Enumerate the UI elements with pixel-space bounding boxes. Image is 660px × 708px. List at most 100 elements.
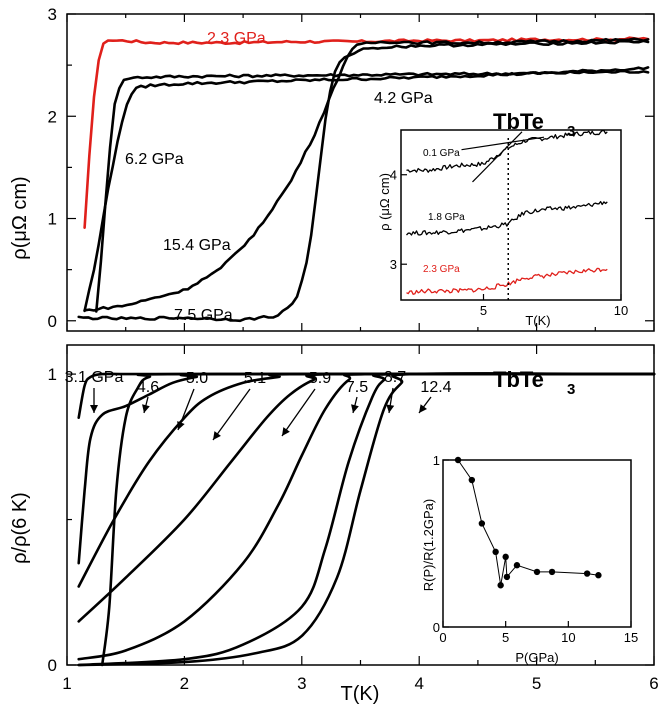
bottom-inset-curves <box>454 456 602 589</box>
top-inset-ylabel: ρ (μΩ cm) <box>377 173 392 231</box>
bottom-xtick-label: 5 <box>532 674 541 693</box>
bottom-arrow-head <box>351 404 359 413</box>
top-frame <box>66 13 655 332</box>
top-inset-series-1.8-GPa <box>406 200 608 236</box>
bottom-series-5.1-GPa <box>77 372 656 588</box>
top-inset-frame <box>400 129 622 301</box>
top-inset-label-0.1: 0.1 GPa <box>423 148 460 159</box>
top-inset-guide-line <box>461 136 545 151</box>
bottom-arrow-head <box>177 421 185 430</box>
top-panel: 0 1 2 3 ρ(μΩ cm) 2.3 GPa 4.2 GPa 6.2 GPa 15… <box>9 5 655 332</box>
bottom-inset-xtick-label: 10 <box>561 630 575 645</box>
bottom-series-7.5-GPa <box>77 372 656 661</box>
bottom-arrows: 3.1 GPa 4.6 5.0 5.1 5.9 7.5 8.7 12.4 <box>65 369 452 441</box>
bottom-ylabel: ρ/ρ(6 K) <box>9 492 31 564</box>
top-inset-ytick-label: 4 <box>390 168 397 183</box>
bottom-arrow-head <box>90 405 98 413</box>
top-label-15.4: 15.4 GPa <box>163 237 231 254</box>
bottom-arrow-label: 8.7 <box>384 369 406 386</box>
top-inset-guide-line <box>472 131 523 183</box>
bottom-arrow-line <box>212 388 251 441</box>
bottom-inset-point <box>503 573 511 581</box>
bottom-arrow-label: 3.1 GPa <box>65 369 124 386</box>
top-inset-ticks: 5 10 3 4 <box>390 168 628 318</box>
top-title-sub: 3 <box>567 123 575 140</box>
bottom-arrow-label: 7.5 <box>346 379 368 396</box>
bottom-inset-xtick-label: 0 <box>439 630 446 645</box>
bottom-inset-xtick-label: 5 <box>502 630 509 645</box>
bottom-arrow-label: 5.0 <box>186 370 208 387</box>
top-ylabel: ρ(μΩ cm) <box>9 176 31 259</box>
bottom-title: TbTe <box>493 367 544 392</box>
top-label-7.5: 7.5 GPa <box>174 307 233 324</box>
top-ytick-label: 0 <box>48 312 57 331</box>
top-label-2.3: 2.3 GPa <box>207 30 266 47</box>
bottom-inset-line <box>457 459 599 586</box>
top-series-2.3-GPa <box>83 36 650 229</box>
bottom-inset-point <box>533 568 541 576</box>
top-series-6.2-GPa <box>83 66 650 313</box>
bottom-arrow-head <box>142 404 150 413</box>
top-inset-curves <box>406 129 608 300</box>
bottom-series-8.7-GPa <box>77 372 656 667</box>
top-label-6.2: 6.2 GPa <box>125 151 184 168</box>
top-ytick-label: 3 <box>48 5 57 24</box>
bottom-arrow-label: 4.6 <box>137 379 159 396</box>
top-inset-label-1.8: 1.8 GPa <box>428 212 465 223</box>
bottom-inset-point <box>497 582 504 589</box>
bottom-arrow-label: 5.9 <box>309 370 331 387</box>
bottom-curves <box>77 372 656 667</box>
top-inset-ytick-label: 3 <box>390 257 397 272</box>
bottom-ytick-label: 1 <box>48 365 57 384</box>
bottom-inset: 0 5 10 15 0 1 R(P)/R(1.2GPa) P(GPa) <box>421 453 638 665</box>
bottom-arrow-head <box>282 427 290 436</box>
bottom-ticks: 1 2 3 4 5 601 <box>48 345 659 693</box>
bottom-inset-point <box>468 476 476 484</box>
bottom-xtick-label: 4 <box>414 674 423 693</box>
bottom-inset-ytick-label: 1 <box>433 453 440 468</box>
bottom-inset-xlabel: P(GPa) <box>515 650 558 665</box>
bottom-arrow-head <box>213 431 221 440</box>
bottom-inset-ytick-label: 0 <box>433 620 440 635</box>
top-ytick-label: 1 <box>48 210 57 229</box>
bottom-inset-point <box>548 568 556 576</box>
bottom-ytick-label: 0 <box>48 656 57 675</box>
bottom-inset-ylabel: R(P)/R(1.2GPa) <box>421 499 436 591</box>
bottom-inset-xtick-label: 15 <box>624 630 638 645</box>
bottom-inset-point <box>513 562 521 569</box>
bottom-inset-point <box>595 572 602 579</box>
bottom-xtick-label: 2 <box>180 674 189 693</box>
bottom-series-12.4-GPa <box>77 372 656 667</box>
top-inset-xtick-label: 10 <box>614 303 628 318</box>
top-yticks: 0 1 2 3 <box>48 5 655 331</box>
top-inset-series-2.3-GPa <box>406 267 608 295</box>
top-inset: 5 10 3 4 ρ (μΩ cm) T(K) 0.1 GPa 1.8 GPa 2.3… <box>377 129 628 328</box>
bottom-arrow-line <box>281 388 316 437</box>
bottom-xtick-label: 3 <box>297 674 306 693</box>
top-label-4.2: 4.2 GPa <box>374 90 433 107</box>
bottom-inset-point <box>502 553 509 561</box>
bottom-inset-point <box>492 548 499 556</box>
bottom-inset-frame <box>442 459 632 628</box>
bottom-arrow-head <box>386 404 395 413</box>
bottom-xtick-label: 6 <box>649 674 658 693</box>
top-curves <box>77 36 650 323</box>
bottom-xlabel: T(K) <box>341 683 380 705</box>
top-series-4.2-GPa <box>95 69 650 313</box>
top-inset-label-2.3: 2.3 GPa <box>423 264 460 275</box>
bottom-title-sub: 3 <box>567 381 575 398</box>
bottom-arrow-label: 5.1 <box>244 370 266 387</box>
bottom-inset-point <box>478 520 486 527</box>
bottom-arrow-head <box>419 404 427 413</box>
bottom-inset-ticks: 0 5 10 15 0 1 <box>433 453 638 645</box>
bottom-inset-point <box>583 570 591 577</box>
top-inset-xlabel: T(K) <box>525 313 550 328</box>
top-inset-xtick-label: 5 <box>480 303 487 318</box>
top-ytick-label: 2 <box>48 107 57 126</box>
bottom-xtick-label: 1 <box>62 674 71 693</box>
bottom-inset-point <box>454 456 462 464</box>
bottom-arrow-label: 12.4 <box>420 379 451 396</box>
top-series-7.5-GPa <box>77 39 650 323</box>
